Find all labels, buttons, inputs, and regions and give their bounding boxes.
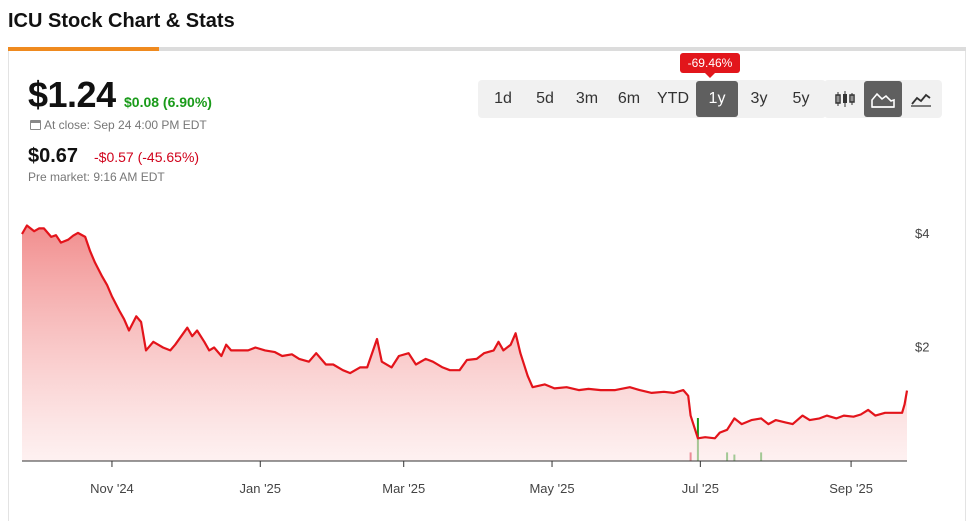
premarket-change: -$0.57 (-45.65%) xyxy=(94,149,200,165)
tab-underline xyxy=(8,47,966,51)
price-change: $0.08 (6.90%) xyxy=(124,94,212,110)
range-ytd-button[interactable]: YTD xyxy=(657,90,689,107)
x-tick-label: Jan '25 xyxy=(240,481,282,496)
calendar-icon xyxy=(30,120,41,130)
range-3m-button[interactable]: 3m xyxy=(575,90,599,107)
close-label: At close: Sep 24 4:00 PM EDT xyxy=(44,118,207,132)
range-1d-button[interactable]: 1d xyxy=(494,90,512,107)
close-info: At close: Sep 24 4:00 PM EDT xyxy=(30,118,207,132)
current-price: $1.24 xyxy=(28,74,116,115)
price-area xyxy=(22,225,907,461)
range-1y-button[interactable]: 1y xyxy=(696,81,738,117)
page-title: ICU Stock Chart & Stats xyxy=(8,10,235,32)
x-tick-label: Jul '25 xyxy=(682,481,719,496)
candlestick-icon xyxy=(835,91,855,107)
premarket-price: $0.67 xyxy=(28,145,79,167)
range-5d-button[interactable]: 5d xyxy=(536,90,554,107)
x-tick-label: Mar '25 xyxy=(382,481,425,496)
area-chart-icon xyxy=(871,92,895,108)
y-tick-label: $2 xyxy=(915,340,929,355)
line-chart-button[interactable] xyxy=(902,81,940,117)
y-axis: $4 $2 xyxy=(915,226,929,354)
performance-badge: -69.46% xyxy=(680,53,740,78)
chart-type-selector xyxy=(824,80,942,118)
price-line xyxy=(21,224,909,440)
range-selector: 1d 5d 3m 6m YTD 1y 3y 5y xyxy=(478,80,826,118)
x-tick-label: Nov '24 xyxy=(90,481,134,496)
x-tick-label: May '25 xyxy=(529,481,574,496)
line-chart-icon xyxy=(911,93,931,107)
x-axis: Nov '24 Jan '25 Mar '25 May '25 Jul '25 Sep '… xyxy=(90,461,873,496)
candlestick-button[interactable] xyxy=(826,81,864,117)
y-tick-label: $4 xyxy=(915,226,929,241)
active-tab-indicator xyxy=(8,47,159,51)
range-3y-button[interactable]: 3y xyxy=(750,90,768,107)
x-tick-label: Sep '25 xyxy=(829,481,873,496)
area-chart-button[interactable] xyxy=(864,81,902,117)
range-6m-button[interactable]: 6m xyxy=(617,90,641,107)
range-5y-button[interactable]: 5y xyxy=(792,90,810,107)
premarket-label: Pre market: 9:16 AM EDT xyxy=(28,170,165,184)
